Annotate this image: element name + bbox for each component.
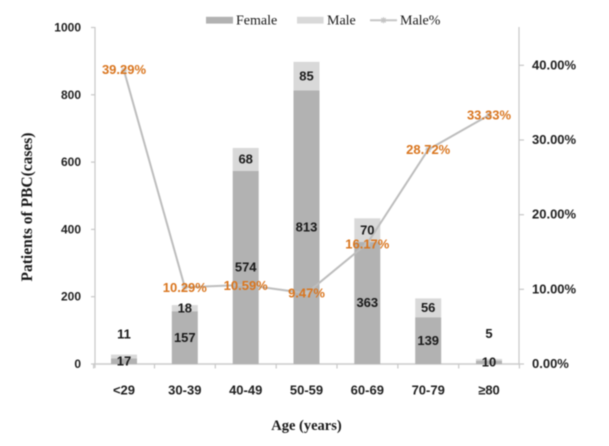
svg-text:400: 400 bbox=[61, 222, 81, 236]
svg-text:813: 813 bbox=[296, 220, 318, 235]
svg-text:574: 574 bbox=[235, 260, 257, 275]
svg-text:139: 139 bbox=[417, 333, 439, 348]
svg-text:≥80: ≥80 bbox=[478, 383, 500, 398]
svg-text:Male: Male bbox=[327, 14, 356, 29]
svg-text:<29: <29 bbox=[113, 383, 135, 398]
svg-text:1000: 1000 bbox=[54, 21, 81, 35]
svg-text:33.33%: 33.33% bbox=[467, 107, 512, 122]
svg-text:20.00%: 20.00% bbox=[532, 207, 577, 222]
svg-text:85: 85 bbox=[299, 68, 313, 83]
svg-text:0.00%: 0.00% bbox=[532, 356, 569, 371]
svg-text:39.29%: 39.29% bbox=[102, 62, 147, 77]
svg-text:50-59: 50-59 bbox=[290, 383, 323, 398]
svg-text:0: 0 bbox=[74, 357, 81, 371]
svg-text:40.00%: 40.00% bbox=[532, 57, 577, 72]
svg-text:5: 5 bbox=[485, 326, 492, 341]
svg-text:800: 800 bbox=[61, 88, 81, 102]
svg-text:18: 18 bbox=[178, 301, 192, 316]
svg-text:Patients of PBC(cases): Patients of PBC(cases) bbox=[19, 133, 36, 282]
svg-text:9.47%: 9.47% bbox=[288, 286, 325, 301]
svg-text:30-39: 30-39 bbox=[168, 383, 201, 398]
svg-text:600: 600 bbox=[61, 155, 81, 169]
svg-text:Male%: Male% bbox=[400, 14, 441, 29]
svg-text:Female: Female bbox=[236, 14, 277, 29]
svg-text:Age (years): Age (years) bbox=[271, 418, 342, 434]
svg-text:157: 157 bbox=[174, 330, 196, 345]
svg-text:60-69: 60-69 bbox=[351, 383, 384, 398]
svg-text:70-79: 70-79 bbox=[412, 383, 445, 398]
svg-text:30.00%: 30.00% bbox=[532, 132, 577, 147]
svg-text:56: 56 bbox=[421, 300, 435, 315]
svg-text:68: 68 bbox=[238, 152, 252, 167]
svg-text:200: 200 bbox=[61, 290, 81, 304]
svg-text:70: 70 bbox=[360, 222, 374, 237]
svg-text:10.29%: 10.29% bbox=[163, 280, 208, 295]
svg-text:16.17%: 16.17% bbox=[345, 237, 390, 252]
svg-text:10.59%: 10.59% bbox=[224, 278, 269, 293]
svg-text:28.72%: 28.72% bbox=[406, 142, 451, 157]
svg-text:363: 363 bbox=[356, 295, 378, 310]
svg-text:10.00%: 10.00% bbox=[532, 281, 577, 296]
svg-text:40-49: 40-49 bbox=[229, 383, 262, 398]
svg-text:11: 11 bbox=[117, 326, 131, 341]
svg-text:10: 10 bbox=[482, 355, 496, 370]
svg-text:17: 17 bbox=[117, 354, 131, 369]
